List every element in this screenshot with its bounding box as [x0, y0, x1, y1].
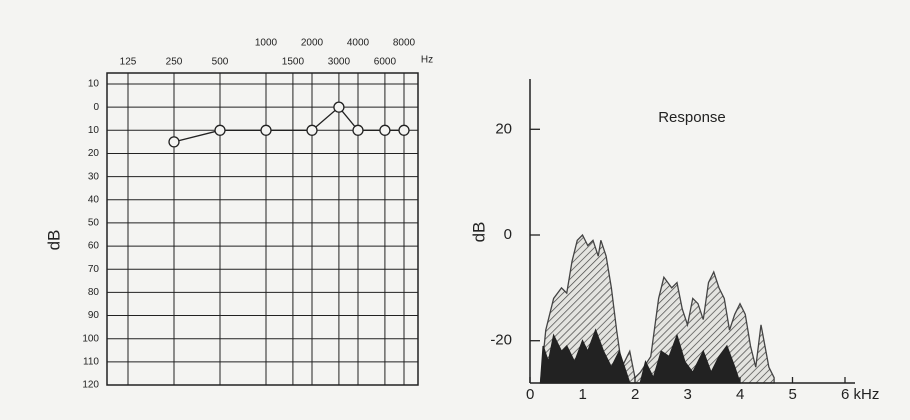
- x-unit: Hz: [421, 55, 433, 66]
- x-tick-label: 0: [526, 386, 534, 403]
- y-tick-label: -20: [490, 332, 512, 349]
- y-tick-label: 80: [88, 287, 100, 298]
- y-tick-label: 20: [495, 120, 512, 137]
- y-axis-label: dB: [469, 222, 488, 243]
- data-point: [306, 124, 318, 136]
- y-tick-label: 40: [88, 194, 100, 205]
- x-tick-label: 5: [789, 386, 797, 403]
- x-tick-label: 1: [579, 386, 587, 403]
- x-tick-label: 3000: [328, 57, 351, 68]
- x-tick-label: 1000: [255, 38, 278, 49]
- x-tick-label: 250: [166, 57, 183, 68]
- chart-title: Response: [658, 109, 726, 126]
- data-point: [333, 101, 345, 113]
- y-tick-label: 0: [504, 226, 512, 243]
- data-point: [260, 124, 272, 136]
- x-tick-label: 2: [631, 386, 639, 403]
- x-tick-label: 6 kHz: [841, 386, 879, 403]
- y-axis-label: dB: [44, 230, 63, 251]
- y-tick-label: 10: [88, 125, 100, 136]
- y-tick-label: 0: [93, 102, 99, 113]
- y-tick-label: 10: [88, 79, 100, 90]
- y-tick-label: 90: [88, 310, 100, 321]
- x-tick-label: 4: [736, 386, 744, 403]
- x-tick-label: 6000: [374, 57, 397, 68]
- y-tick-label: 60: [88, 241, 100, 252]
- x-tick-label: 3: [684, 386, 692, 403]
- x-tick-label: 125: [120, 57, 137, 68]
- y-tick-label: 70: [88, 264, 100, 275]
- y-tick-label: 50: [88, 218, 100, 229]
- y-tick-label: 110: [83, 356, 99, 367]
- x-tick-label: 1500: [282, 57, 305, 68]
- data-point: [214, 124, 226, 136]
- x-tick-label: 2000: [301, 38, 324, 49]
- data-point: [352, 124, 364, 136]
- y-tick-label: 20: [88, 148, 100, 159]
- data-point: [168, 136, 180, 148]
- y-tick-label: 30: [88, 171, 100, 182]
- y-tick-label: 100: [82, 333, 99, 344]
- data-point: [379, 124, 391, 136]
- data-line: [173, 106, 404, 143]
- x-tick-label: 500: [212, 57, 229, 68]
- x-tick-label: 4000: [347, 38, 370, 49]
- data-point: [398, 124, 410, 136]
- x-tick-label: 8000: [393, 38, 416, 49]
- y-tick-label: 120: [82, 380, 99, 391]
